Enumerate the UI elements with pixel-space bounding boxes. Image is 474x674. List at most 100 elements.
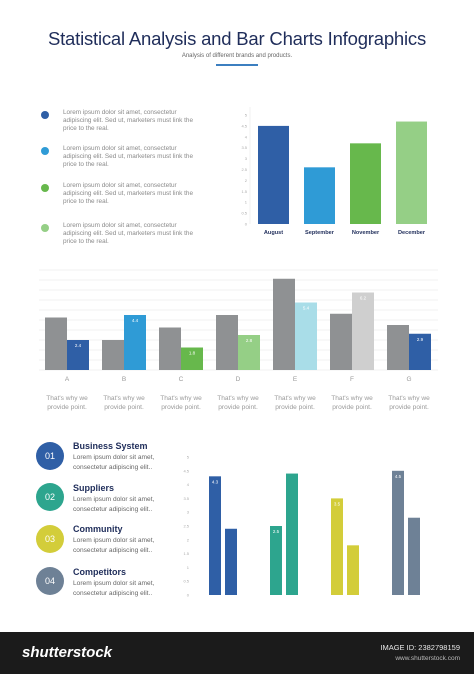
data-label: 1.8 — [189, 351, 196, 356]
number-badge: 03 — [36, 525, 64, 553]
bar — [352, 292, 374, 370]
y-tick-label: 2.5 — [183, 524, 189, 529]
data-label: 2.4 — [75, 343, 82, 348]
title-underline — [216, 64, 258, 66]
bar — [330, 313, 352, 370]
bar — [387, 325, 409, 370]
bar — [181, 347, 203, 370]
group-caption: That's why we provide point. — [46, 395, 88, 411]
data-label: 2.9 — [417, 337, 424, 342]
group-caption: That's why we provide point. — [103, 395, 145, 411]
bar — [45, 317, 67, 370]
bar — [350, 143, 381, 224]
bar — [225, 528, 237, 595]
category-bar-chart: 0 0.5 1 1.5 2 2.5 3 3.5 4 4.5 5 4.3 2.5 3.5 4.5 — [183, 455, 420, 598]
category-text: Lorem ipsum dolor sit amet, consectetur … — [73, 496, 155, 513]
y-tick-label: 0.5 — [241, 211, 247, 216]
y-tick-label: 0 — [187, 593, 190, 598]
bar — [159, 327, 181, 370]
data-label: 2.5 — [273, 529, 280, 534]
category-title: Community — [73, 524, 123, 534]
legend-dot — [41, 111, 49, 119]
data-label: 6.2 — [360, 296, 367, 301]
data-label: 4.5 — [395, 474, 402, 479]
data-label: 4.3 — [212, 479, 219, 484]
x-tick-label: C — [179, 376, 184, 383]
data-label: 3.5 — [334, 501, 341, 506]
bar — [270, 526, 282, 595]
legend-dot — [41, 224, 49, 232]
category-text: Lorem ipsum dolor sit amet, consectetur … — [73, 454, 155, 471]
y-tick-label: 4.5 — [241, 123, 247, 128]
bar — [396, 121, 427, 224]
data-label: 2.8 — [246, 338, 253, 343]
y-tick-label: 3.5 — [241, 145, 247, 150]
y-tick-label: 0.5 — [183, 579, 189, 584]
category-text: Lorem ipsum dolor sit amet, consectetur … — [73, 537, 155, 554]
y-tick-label: 2.5 — [241, 167, 247, 172]
legend-dot — [41, 147, 49, 155]
y-tick-label: 5 — [245, 113, 248, 118]
x-tick-label: E — [293, 376, 298, 383]
x-tick-label: F — [350, 376, 354, 383]
y-tick-label: 2 — [187, 537, 190, 542]
image-id: IMAGE ID: 2382798159 — [380, 643, 460, 652]
data-label: 4.4 — [132, 318, 139, 323]
x-tick-label: December — [398, 230, 426, 236]
bar — [304, 167, 335, 224]
x-tick-label: G — [406, 376, 411, 383]
y-tick-label: 1.5 — [241, 189, 247, 194]
bar — [347, 545, 359, 595]
x-tick-label: B — [122, 376, 126, 383]
bar — [273, 278, 295, 370]
number-badge: 01 — [36, 442, 64, 470]
legend-text: Lorem ipsum dolor sit amet, consectetur … — [63, 222, 194, 245]
group-caption: That's why we provide point. — [217, 395, 259, 411]
group-caption: That's why we provide point. — [388, 395, 430, 411]
y-tick-label: 1.5 — [183, 551, 189, 556]
bar — [392, 470, 404, 595]
page-subtitle: Analysis of different brands and product… — [181, 53, 293, 59]
x-tick-label: A — [65, 376, 70, 383]
y-tick-label: 4 — [245, 134, 248, 139]
legend-text: Lorem ipsum dolor sit amet, consectetur … — [63, 109, 194, 132]
y-tick-label: 4.5 — [183, 468, 189, 473]
category-title: Business System — [73, 441, 148, 451]
site-url: www.shutterstock.com — [395, 655, 460, 662]
bar — [258, 125, 289, 224]
monthly-bar-chart: 0 0.5 1 1.5 2 2.5 3 3.5 4 4.5 5 August September Nove… — [241, 107, 427, 236]
bar — [238, 335, 260, 370]
y-tick-label: 2 — [245, 178, 248, 183]
x-tick-label: November — [352, 230, 380, 236]
bar — [124, 315, 146, 370]
bar — [102, 340, 124, 370]
y-tick-label: 3 — [245, 156, 248, 161]
legend-text: Lorem ipsum dolor sit amet, consectetur … — [63, 182, 194, 205]
category-text: Lorem ipsum dolor sit amet, consectetur … — [73, 580, 155, 597]
brand-logo: shutterstock — [22, 644, 113, 661]
x-tick-label: August — [264, 230, 283, 236]
y-tick-label: 3 — [187, 510, 190, 515]
y-tick-label: 3.5 — [183, 496, 189, 501]
y-tick-label: 0 — [245, 222, 248, 227]
bar — [67, 340, 89, 370]
legend-dot — [41, 184, 49, 192]
number-badge: 04 — [36, 567, 64, 595]
grouped-bar-chart: 2.4 A 4.4 B 1.8 C 2.8 D 5.4 E 6.2 F 2.9 G — [39, 269, 438, 383]
y-tick-label: 1 — [187, 565, 190, 570]
group-caption: That's why we provide point. — [274, 395, 316, 411]
bar — [409, 333, 431, 370]
category-title: Suppliers — [73, 483, 115, 493]
bar — [286, 473, 298, 595]
y-tick-label: 5 — [187, 455, 190, 460]
data-label: 5.4 — [303, 306, 310, 311]
x-tick-label: September — [305, 230, 335, 236]
bar — [331, 498, 343, 595]
x-tick-label: D — [236, 376, 241, 383]
y-tick-label: 4 — [187, 482, 190, 487]
page-title: Statistical Analysis and Bar Charts Info… — [47, 28, 427, 49]
number-badge: 02 — [36, 483, 64, 511]
legend-text: Lorem ipsum dolor sit amet, consectetur … — [63, 145, 194, 168]
bar — [408, 517, 420, 595]
group-caption: That's why we provide point. — [160, 395, 202, 411]
